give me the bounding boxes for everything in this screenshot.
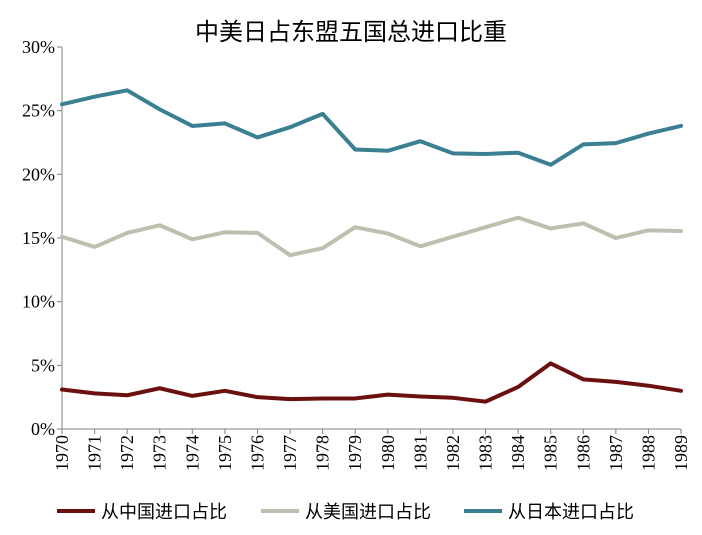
x-tick-label: 1973: [150, 435, 170, 471]
series-line-2: [60, 215, 683, 258]
x-tick-label: 1984: [508, 435, 528, 471]
x-tick-label: 1986: [573, 435, 593, 471]
y-tick-label: 15%: [22, 228, 55, 248]
x-tick-label: 1976: [247, 435, 267, 471]
y-tick-label: 30%: [22, 37, 55, 57]
x-tick-label: 1979: [345, 435, 365, 471]
x-axis-ticks: 1970 1971 1972 1973 1974 1975 1976 1977 1978 1979…: [52, 429, 691, 471]
y-tick-label: 0%: [31, 419, 55, 439]
series-line-1: [60, 361, 683, 404]
x-tick-label: 1971: [85, 435, 105, 471]
x-tick-label: 1974: [182, 435, 202, 471]
y-tick-label: 10%: [22, 292, 55, 312]
y-tick-label: 20%: [22, 164, 55, 184]
x-tick-label: 1975: [215, 435, 235, 471]
series-line-3: [60, 88, 683, 167]
chart-title: 中美日占东盟五国总进口比重: [195, 18, 507, 46]
series-lines: [60, 88, 683, 404]
x-tick-label: 1978: [313, 435, 333, 471]
y-tick-label: 5%: [31, 355, 55, 375]
x-tick-label: 1980: [378, 435, 398, 471]
y-axis-ticks: 0% 5% 10% 15% 20% 25% 30%: [22, 37, 62, 439]
x-tick-label: 1970: [52, 435, 72, 471]
x-tick-label: 1982: [443, 435, 463, 471]
x-tick-label: 1987: [606, 435, 626, 471]
x-tick-label: 1988: [638, 435, 658, 471]
legend-label-2: 从美国进口占比: [305, 502, 431, 523]
y-tick-label: 25%: [22, 101, 55, 121]
x-tick-label: 1985: [541, 435, 561, 471]
legend: 从中国进口占比 从美国进口占比 从日本进口占比: [57, 502, 634, 523]
x-tick-label: 1981: [410, 435, 430, 471]
x-tick-label: 1972: [117, 435, 137, 471]
x-tick-label: 1983: [476, 435, 496, 471]
x-tick-label: 1989: [671, 435, 691, 471]
legend-label-1: 从中国进口占比: [101, 502, 227, 523]
legend-label-3: 从日本进口占比: [508, 502, 634, 523]
x-tick-label: 1977: [280, 435, 300, 471]
